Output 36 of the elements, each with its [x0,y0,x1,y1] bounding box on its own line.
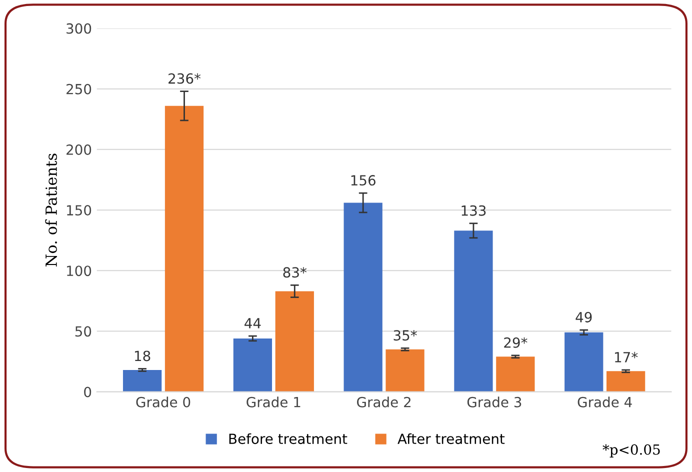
data-label: 17* [615,352,638,362]
x-tick-label: Grade 3 [467,396,522,408]
data-label: 18 [134,350,150,362]
y-tick-label: 100 [67,266,92,276]
bar [275,291,314,392]
bar [233,338,272,392]
bar [606,371,646,392]
legend-label: After treatment [398,433,505,444]
y-tick-label: 300 [66,23,92,34]
data-label: 236* [168,73,201,84]
data-label: 44 [244,318,261,328]
y-tick-label: 200 [66,144,92,155]
y-tick-label: 0 [84,386,92,398]
y-tick-label: 150 [67,205,92,216]
y-tick-label: 50 [75,326,92,337]
text: *p<0.05 [602,444,660,458]
x-tick-label: Grade 4 [578,396,632,408]
bar [564,332,604,392]
bar [386,349,424,392]
x-tick-label: Grade 1 [246,396,300,408]
bar [344,202,382,392]
bar [122,370,162,392]
data-label: 35* [394,330,417,341]
data-label: 156 [351,175,376,186]
y-tick-label: 250 [66,84,92,94]
bar [454,230,493,392]
bar [496,356,535,392]
data-label: 29* [504,337,528,348]
legend-label: Before treatment [229,433,348,444]
data-label: 83* [283,267,307,278]
x-tick-label: Grade 0 [136,396,190,408]
data-label: 49 [576,312,592,322]
x-tick-label: Grade 2 [357,396,410,408]
y-axis-title: No. of Patients [45,154,57,266]
data-label: 133 [462,205,486,216]
bar [164,106,204,392]
